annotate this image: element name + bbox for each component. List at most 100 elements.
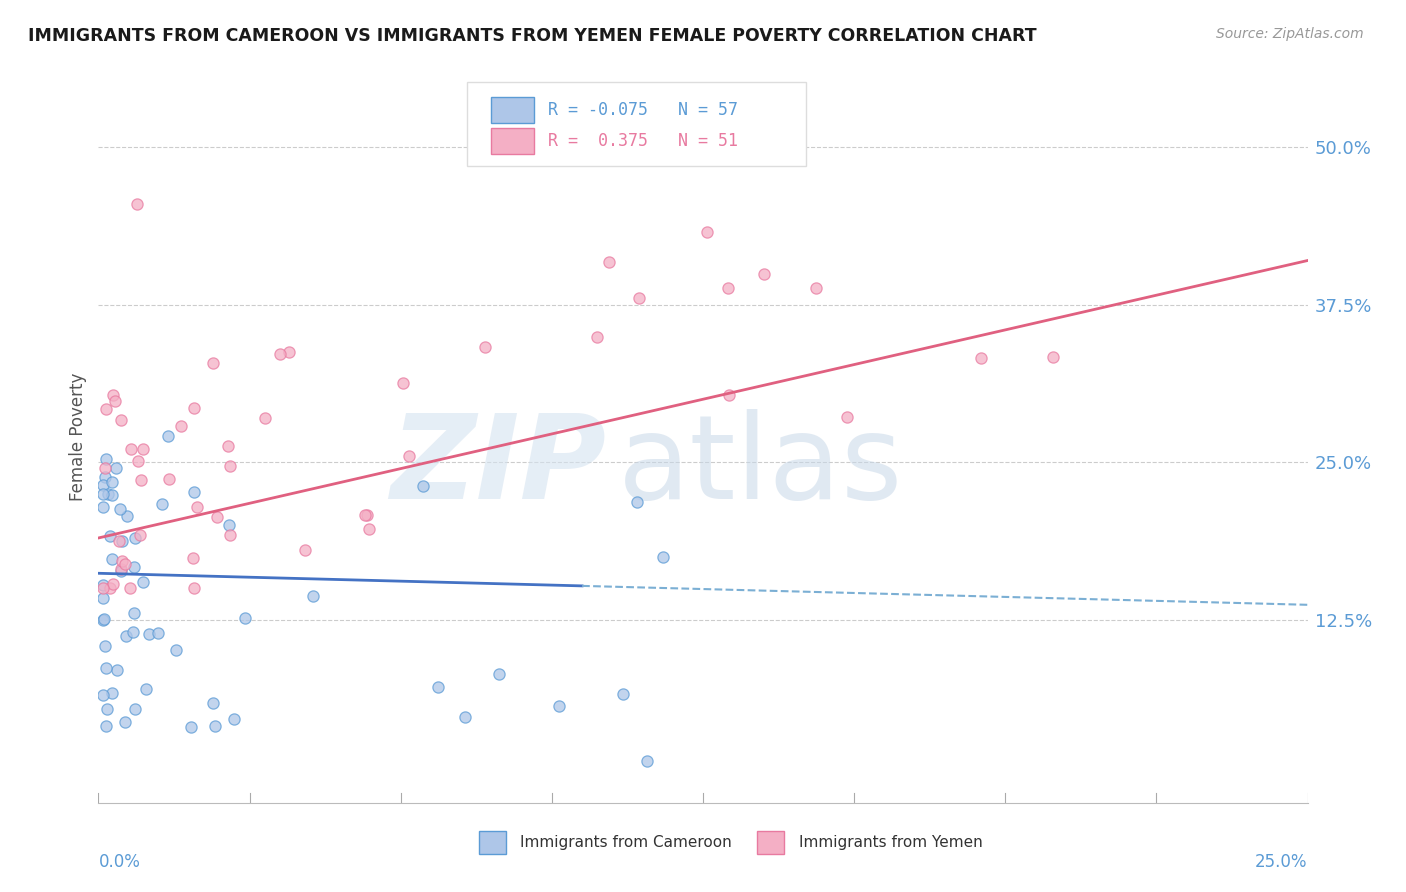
Point — [835, 409, 858, 424]
Text: Immigrants from Cameroon: Immigrants from Cameroon — [520, 835, 733, 850]
Point — [628, 291, 651, 305]
Point — [101, 388, 124, 402]
Bar — [758, 830, 785, 854]
Point — [217, 439, 239, 453]
Point — [222, 712, 245, 726]
Bar — [479, 830, 506, 854]
Point — [598, 255, 620, 269]
Point — [585, 329, 607, 343]
Point — [100, 582, 122, 596]
Point — [359, 522, 381, 536]
Bar — [492, 97, 534, 122]
Point — [118, 582, 141, 596]
Point — [111, 554, 134, 568]
Point — [110, 501, 132, 516]
FancyBboxPatch shape — [467, 82, 806, 167]
Point — [129, 473, 152, 487]
Point — [218, 458, 240, 473]
Point — [804, 281, 827, 295]
Text: R = -0.075   N = 57: R = -0.075 N = 57 — [548, 101, 738, 119]
Point — [392, 376, 415, 391]
Point — [94, 402, 117, 417]
Point — [135, 682, 157, 697]
Point — [612, 687, 634, 701]
Point — [157, 472, 180, 486]
Point — [207, 510, 229, 524]
Point — [127, 454, 149, 468]
Point — [97, 487, 120, 501]
Point — [454, 709, 477, 723]
Point — [91, 582, 114, 596]
Point — [202, 696, 225, 710]
Point — [93, 591, 115, 606]
Point — [105, 663, 128, 677]
Point — [104, 393, 127, 408]
Point — [170, 418, 193, 433]
Point — [354, 508, 377, 523]
Point — [101, 551, 124, 566]
Point — [138, 627, 160, 641]
Point — [218, 528, 240, 542]
Point — [120, 442, 142, 456]
Point — [233, 611, 256, 625]
Point — [91, 613, 114, 627]
Point — [94, 452, 117, 467]
Point — [717, 280, 740, 294]
Point — [94, 461, 117, 475]
Point — [754, 267, 776, 281]
Point — [122, 606, 145, 620]
Point — [548, 698, 571, 713]
Point — [412, 479, 434, 493]
Point — [122, 559, 145, 574]
Text: IMMIGRANTS FROM CAMEROON VS IMMIGRANTS FROM YEMEN FEMALE POVERTY CORRELATION CHA: IMMIGRANTS FROM CAMEROON VS IMMIGRANTS F… — [28, 27, 1036, 45]
Point — [269, 347, 291, 361]
Point — [91, 688, 114, 702]
Text: Immigrants from Yemen: Immigrants from Yemen — [799, 835, 983, 850]
Point — [96, 719, 118, 733]
Point — [183, 485, 205, 500]
Point — [122, 625, 145, 640]
Point — [91, 478, 114, 492]
Point — [146, 626, 169, 640]
Point — [105, 460, 128, 475]
Point — [156, 428, 179, 442]
Point — [94, 470, 117, 484]
Point — [183, 401, 205, 416]
Point — [970, 351, 993, 365]
Point — [127, 196, 149, 211]
Point — [91, 500, 114, 514]
Point — [93, 612, 115, 626]
Point — [129, 527, 152, 541]
Y-axis label: Female Poverty: Female Poverty — [69, 373, 87, 501]
Point — [150, 497, 173, 511]
Point — [101, 686, 124, 700]
Point — [181, 551, 204, 566]
Point — [696, 225, 718, 239]
Point — [626, 495, 648, 509]
Point — [115, 629, 138, 643]
Point — [277, 344, 299, 359]
Point — [110, 562, 132, 576]
Point — [110, 413, 132, 427]
Point — [301, 589, 323, 603]
Point — [111, 533, 134, 548]
Point — [91, 578, 114, 592]
Point — [204, 718, 226, 732]
Point — [108, 534, 131, 549]
Point — [91, 487, 114, 501]
Point — [132, 442, 155, 456]
Point — [94, 639, 117, 653]
Point — [101, 475, 124, 489]
Point — [180, 720, 202, 734]
Point — [165, 643, 187, 657]
Point — [132, 575, 155, 590]
Text: 25.0%: 25.0% — [1256, 854, 1308, 871]
Point — [201, 356, 224, 370]
Text: atlas: atlas — [619, 409, 904, 524]
Point — [114, 715, 136, 730]
Point — [474, 340, 496, 354]
Point — [124, 701, 146, 715]
Point — [636, 754, 658, 768]
Text: ZIP: ZIP — [391, 409, 606, 524]
Point — [1042, 350, 1064, 364]
